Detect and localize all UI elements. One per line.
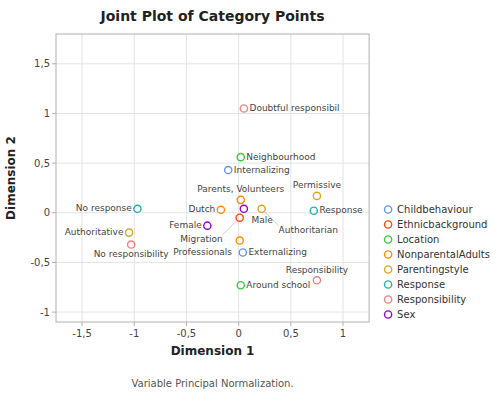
point — [239, 249, 246, 256]
legend-label: Childbehaviour — [397, 204, 473, 215]
legend-marker — [385, 296, 392, 303]
grid-line — [56, 312, 369, 313]
point-label: Parents, Volunteers — [197, 184, 284, 194]
chart: Childbehaviour Ethnicbackground Location No… — [0, 0, 500, 401]
point-label: Internalizing — [234, 165, 290, 175]
legend-marker — [385, 311, 392, 318]
point — [240, 205, 247, 212]
title: Joint Plot of Category Points — [100, 8, 325, 24]
tick-mark — [343, 322, 344, 326]
tick-mark — [52, 113, 56, 114]
tick-mark — [52, 212, 56, 213]
points — [125, 105, 320, 289]
point-label: Authoritarian — [279, 225, 338, 235]
tick-label: -1 — [40, 307, 50, 318]
point — [237, 154, 244, 161]
tick-label: 1,5 — [34, 58, 50, 69]
tick-label: -1 — [129, 328, 139, 339]
point — [240, 105, 247, 112]
point — [225, 166, 232, 173]
tick-label: 1 — [340, 328, 346, 339]
tick-mark — [52, 63, 56, 64]
point — [313, 192, 320, 199]
tick-mark — [290, 322, 291, 326]
footnote: Variable Principal Normalization. — [131, 378, 293, 389]
grid-line — [56, 113, 369, 114]
legend-label: Location — [397, 234, 439, 245]
legend-label: NonparentalAdults — [397, 249, 490, 260]
y-axis-label: Dimension 2 — [4, 136, 18, 220]
point-labels: Doubtful responsibil Neighbourhood Interna… — [65, 103, 363, 290]
tick-label: 0,5 — [34, 158, 50, 169]
point-label: Migration — [180, 234, 222, 244]
legend-marker — [385, 206, 392, 213]
point — [310, 207, 317, 214]
tick-mark — [186, 322, 187, 326]
grid-line — [56, 63, 369, 64]
point-label: Dutch — [188, 204, 215, 214]
tick-mark — [134, 322, 135, 326]
tick-label: 0 — [44, 207, 50, 218]
legend-marker — [385, 236, 392, 243]
point-label: Professionals — [173, 247, 232, 257]
legend-marker — [385, 281, 392, 288]
point — [217, 206, 224, 213]
tick-label: 1 — [44, 108, 50, 119]
axes: -1,5 -1 -0,5 0 0,5 1 -1 -0,5 0 0,5 1 1,5 — [30, 58, 346, 339]
tick-mark — [82, 322, 83, 326]
tick-label: -0,5 — [177, 328, 197, 339]
label-leader — [264, 211, 278, 225]
point-label: Neighbourhood — [246, 152, 315, 162]
grid-line — [238, 34, 239, 322]
tick-mark — [52, 312, 56, 313]
point-label: No response — [76, 203, 132, 213]
grid-line — [343, 34, 344, 322]
point — [258, 205, 265, 212]
tick-mark — [52, 163, 56, 164]
point-label: Permissive — [293, 180, 342, 190]
point — [236, 214, 243, 221]
label-leader — [223, 220, 237, 234]
grid-line — [134, 34, 135, 322]
legend-marker — [385, 266, 392, 273]
point — [128, 241, 135, 248]
point — [237, 282, 244, 289]
grid-line — [56, 262, 369, 263]
point-label: Around school — [246, 280, 310, 290]
point — [313, 277, 320, 284]
grid-line — [82, 34, 83, 322]
point — [204, 222, 211, 229]
grid-line — [56, 163, 369, 164]
point — [134, 205, 141, 212]
point — [237, 196, 244, 203]
point-label: No responsibility — [94, 249, 170, 259]
legend-label: Sex — [397, 309, 415, 320]
legend-label: Responsibility — [397, 294, 466, 305]
legend-marker — [385, 221, 392, 228]
legend-label: Parentingstyle — [397, 264, 468, 275]
grid — [56, 34, 369, 322]
plot-frame — [56, 34, 369, 322]
legend: Childbehaviour Ethnicbackground Location No… — [385, 204, 490, 320]
point — [125, 229, 132, 236]
point-label: Female — [169, 220, 202, 230]
x-axis-label: Dimension 1 — [171, 344, 255, 358]
tick-label: -0,5 — [30, 257, 50, 268]
tick-label: 0 — [235, 328, 241, 339]
point-label: Response — [319, 205, 363, 215]
point — [236, 237, 243, 244]
tick-mark — [52, 262, 56, 263]
point-label: Responsibility — [286, 265, 349, 275]
tick-label: 0,5 — [283, 328, 299, 339]
grid-line — [186, 34, 187, 322]
tick-mark — [238, 322, 239, 326]
point-label: Doubtful responsibil — [249, 103, 339, 113]
tick-label: -1,5 — [72, 328, 92, 339]
legend-label: Ethnicbackground — [397, 219, 487, 230]
point-label: Authoritative — [65, 227, 124, 237]
legend-marker — [385, 251, 392, 258]
point-label: Externalizing — [248, 247, 306, 257]
legend-label: Response — [397, 279, 445, 290]
